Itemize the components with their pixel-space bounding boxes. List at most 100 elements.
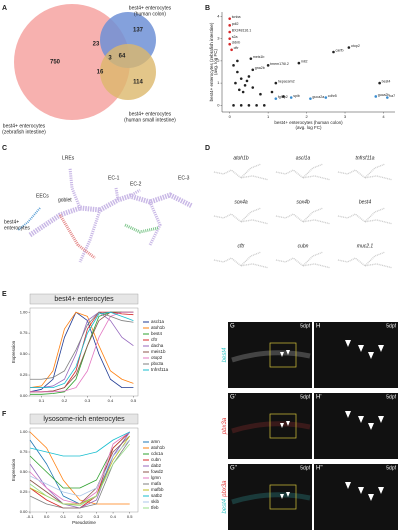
point-label: guca2b [378, 93, 390, 97]
y-tick-label: 0.00 [20, 509, 29, 514]
x-tick-label: 0.5 [127, 514, 133, 519]
y-axis-label: Expression [11, 340, 16, 363]
legend-label: atoh1b [151, 445, 165, 450]
point-label: gna2b [255, 66, 265, 70]
legend-label: dab2 [151, 463, 162, 468]
series-line [29, 443, 130, 507]
venn-count: 64 [119, 54, 126, 60]
legend-label: otop2 [151, 355, 163, 360]
legend-label: tfeb [151, 505, 159, 510]
point [245, 79, 249, 83]
gene-label: best4 [359, 199, 371, 205]
channel-name: best4 [222, 498, 228, 513]
image-letter: H' [316, 395, 321, 401]
series-line [29, 431, 130, 505]
point [282, 95, 285, 98]
legend-label: atoh1b [151, 325, 165, 330]
plot-frame [222, 12, 395, 112]
title-box [29, 413, 139, 425]
y-tick-label: 0.50 [20, 351, 29, 356]
legend-label: satb2 [151, 493, 163, 498]
chart-title: lysosome-rich enterocytes [43, 416, 125, 423]
legend-label: dacha [151, 343, 164, 348]
point-label: cldnb [232, 41, 241, 45]
feature-plot [275, 207, 331, 225]
x-tick-label: 0.2 [62, 398, 68, 403]
panel-letter: B [205, 5, 210, 12]
point-label: best4 [382, 80, 391, 84]
point [270, 90, 274, 94]
legend-label: tnfrsf11a [151, 367, 169, 372]
point [243, 84, 247, 87]
venn-count: 23 [93, 42, 100, 48]
gene-label: muc2.1 [357, 243, 374, 249]
channel-name: pbx3a [222, 480, 228, 498]
venn-count: 137 [133, 28, 144, 34]
y-tick-label: 3 [217, 36, 220, 41]
stage-label: 5dpf [300, 323, 310, 329]
point [228, 37, 231, 40]
umap-shape [17, 167, 194, 263]
y-tick-label: 1.00 [20, 429, 29, 434]
title-box [29, 293, 139, 305]
legend-label: amn [151, 439, 160, 444]
y-tick-label: 0.25 [20, 489, 29, 494]
series-line [29, 431, 130, 457]
legend-label: pbx3a [151, 361, 164, 366]
y-tick-label: 2 [217, 58, 220, 63]
y-tick-label: 0.00 [20, 393, 29, 398]
legend-label: mafa [151, 481, 162, 486]
point [249, 57, 253, 60]
legend-label: meis1b [151, 349, 166, 354]
point-label: tcnba [232, 15, 241, 19]
y-tick-label: 0.75 [20, 449, 29, 454]
venn-label: best4+ enterocytes [129, 111, 172, 117]
point [236, 70, 239, 74]
series-line [30, 311, 134, 389]
gene-label: sox4a [234, 199, 248, 205]
point [309, 97, 312, 100]
x-tick-label: 0.2 [77, 514, 83, 519]
point [274, 81, 278, 85]
y-axis-label: Expression [11, 458, 16, 481]
umap-label: EECs [36, 193, 49, 199]
umap-label: enterocytes [4, 225, 30, 231]
umap-label: goblet [58, 197, 72, 203]
panel-letter: D [205, 145, 210, 152]
x-tick-label: 0.4 [110, 514, 116, 519]
point [228, 30, 231, 34]
point [239, 104, 243, 107]
umap-label: EC-2 [130, 181, 142, 187]
stage-label: 5dpf [300, 394, 310, 400]
point-label: spib [293, 94, 300, 98]
venn-label: (zebrafish intestine) [2, 129, 46, 135]
venn-count: 114 [133, 80, 143, 86]
image-letter: G [230, 324, 235, 330]
point-label: guca2a [312, 95, 324, 99]
x-tick-label: 3 [344, 114, 347, 119]
point [236, 59, 239, 63]
panel-letter: F [2, 411, 7, 418]
point [251, 86, 255, 89]
venn-label: best4+ enterocytes [3, 123, 46, 129]
point-label: pdl2 [232, 22, 239, 26]
point [251, 68, 255, 72]
channel-label: best4pbx3a [222, 480, 228, 514]
umap-label: EC-1 [108, 175, 120, 181]
x-tick-label: 0.4 [108, 398, 114, 403]
feature-plot [337, 207, 393, 225]
channel-label: pbx3a [222, 417, 228, 435]
point [297, 61, 301, 65]
umap-label: EC-3 [178, 175, 190, 181]
point-label: cftr [234, 46, 240, 50]
image-letter: H [316, 324, 320, 330]
x-tick-label: 0.5 [131, 398, 137, 403]
point [274, 97, 278, 100]
chart-title: best4+ enterocytes [54, 296, 114, 303]
point-label: cdhr5 [328, 94, 337, 98]
x-axis-label: (avg. log FC) [295, 125, 322, 130]
point [232, 104, 235, 107]
panel-letter: E [2, 291, 7, 298]
feature-plot [213, 163, 269, 181]
